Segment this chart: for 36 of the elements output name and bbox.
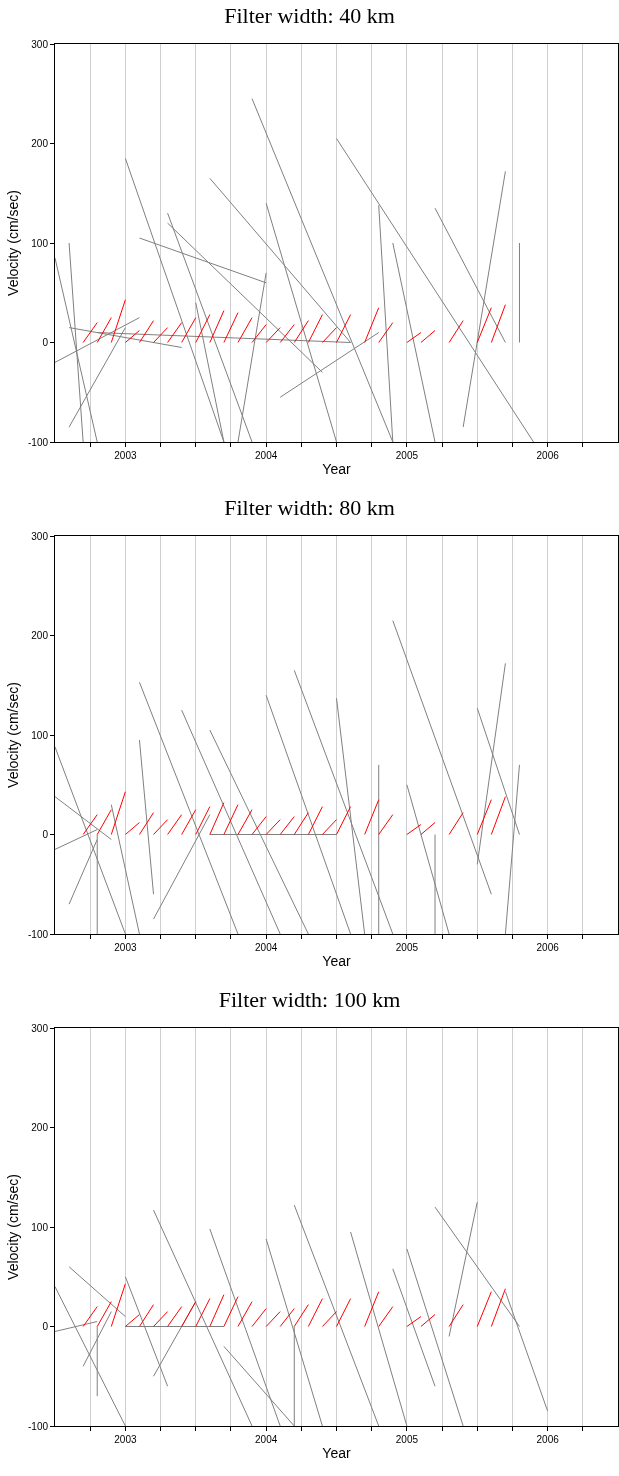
y-tick-label: 0	[42, 1321, 49, 1332]
y-tick-label: 200	[31, 630, 49, 641]
y-tick-label: 200	[31, 1122, 49, 1133]
x-tick-label: 2005	[395, 450, 419, 461]
y-tick-label: 100	[31, 729, 49, 741]
x-tick-label: 2006	[536, 1434, 560, 1445]
y-tick-label: 300	[31, 1022, 49, 1034]
x-tick-label: 2004	[255, 942, 278, 953]
x-tick-label: 2003	[114, 942, 137, 953]
chart-title: Filter width: 80 km	[224, 494, 395, 520]
y-tick-label: 100	[31, 1221, 49, 1233]
x-tick-label: 2003	[114, 450, 137, 461]
y-axis-title: Velocity (cm/sec)	[4, 190, 21, 296]
y-tick-label: 0	[42, 829, 49, 840]
x-tick-label: 2006	[536, 942, 560, 953]
chart-title: Filter width: 40 km	[224, 2, 395, 28]
y-tick-label: 0	[42, 337, 49, 348]
y-tick-label: -100	[27, 1420, 49, 1432]
y-tick-label: 300	[31, 38, 49, 50]
y-tick-label: -100	[27, 928, 49, 940]
x-axis-title: Year	[322, 1445, 351, 1462]
chart-title: Filter width: 100 km	[218, 986, 401, 1012]
y-tick-label: -100	[27, 436, 49, 448]
x-axis-title: Year	[322, 953, 351, 970]
x-tick-label: 2003	[114, 1434, 137, 1445]
x-tick-label: 2005	[395, 1434, 419, 1445]
x-tick-label: 2004	[255, 1434, 278, 1445]
x-tick-label: 2006	[536, 450, 560, 461]
y-tick-label: 300	[31, 530, 49, 542]
y-axis-title: Velocity (cm/sec)	[4, 1174, 21, 1280]
x-tick-label: 2004	[255, 450, 278, 461]
x-tick-label: 2005	[395, 942, 419, 953]
x-axis-title: Year	[322, 461, 351, 478]
y-axis-title: Velocity (cm/sec)	[4, 682, 21, 788]
y-tick-label: 100	[31, 237, 49, 249]
y-tick-label: 200	[31, 138, 49, 149]
